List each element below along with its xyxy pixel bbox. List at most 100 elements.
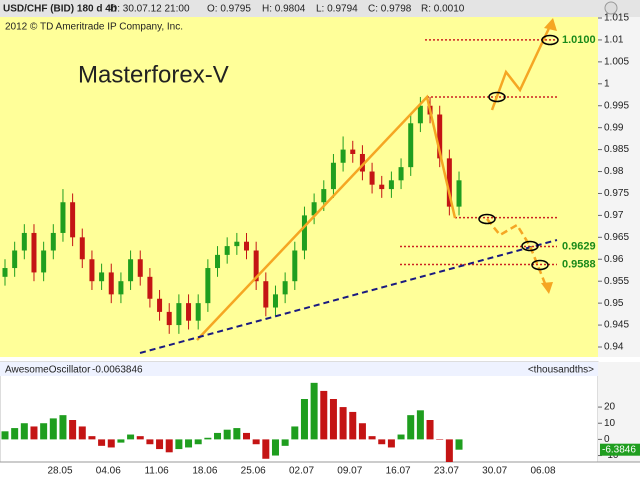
candle-body	[408, 123, 414, 168]
oscillator-bar	[59, 415, 67, 440]
y-tick-label: 0.985	[604, 144, 629, 155]
oscillator-bar	[98, 439, 106, 446]
y-tick-label: 0.97	[604, 210, 624, 221]
forecast-down	[486, 218, 548, 287]
oscillator-bar	[300, 399, 308, 440]
candle-body	[272, 294, 278, 308]
x-tick-label: 04.06	[96, 466, 121, 477]
candle-body	[340, 149, 346, 163]
candle-body	[224, 246, 230, 255]
current-value-label: -6.3846	[602, 444, 636, 455]
candle-body	[60, 202, 66, 233]
oscillator-header	[0, 362, 598, 376]
forecast-up	[490, 25, 552, 111]
oscillator-bar	[40, 423, 48, 440]
oscillator-bar	[378, 439, 386, 445]
date: D: 30.07.12 21:00	[110, 4, 190, 15]
oscillator-bar	[271, 439, 279, 456]
header-bar	[0, 0, 640, 17]
oscillator-bar	[20, 423, 28, 440]
candle-body	[195, 303, 201, 321]
arrow-head	[544, 18, 557, 31]
marker	[521, 240, 539, 252]
y-tick-label: 0.96	[604, 254, 624, 265]
candle-body	[137, 259, 143, 277]
candle-body	[41, 250, 47, 273]
candle-body	[359, 153, 365, 172]
y-tick-label: 0.98	[604, 166, 624, 177]
arrow-head	[541, 282, 553, 294]
candle-body	[330, 162, 336, 190]
candle-body	[186, 303, 192, 321]
marks: 28.05 04.06 11.06 18.06 25.06 02.07 09.07 16.07…	[1, 13, 640, 477]
oscillator-bar	[165, 439, 173, 453]
x-tick-label: 16.07	[386, 466, 411, 477]
candle-body	[99, 272, 105, 282]
oscillator-bar	[416, 410, 424, 440]
oscillator-name[interactable]: AwesomeOscillator	[5, 365, 91, 376]
candle-body	[21, 232, 27, 251]
oscillator-bar	[194, 439, 202, 445]
oscillator-bar	[262, 439, 270, 459]
candle-body	[205, 268, 211, 304]
trend-line	[196, 94, 457, 341]
price-axis	[598, 17, 640, 357]
candle-body	[128, 259, 134, 282]
oscillator-bar	[455, 439, 463, 450]
candle-body	[89, 259, 95, 282]
oscillator-bar	[11, 428, 19, 440]
oscillator-bar	[117, 439, 125, 443]
oscillator-bar	[387, 439, 395, 448]
x-tick-label: 11.06	[144, 466, 169, 477]
oscillator-bar	[233, 428, 241, 440]
candle-body	[282, 281, 288, 295]
candle-body	[311, 202, 317, 216]
y-tick-label: 1.005	[604, 57, 629, 68]
close: C: 0.9798	[368, 4, 412, 15]
support-line	[139, 239, 558, 354]
oscillator-bar	[407, 415, 415, 440]
x-tick-label: 02.07	[289, 466, 314, 477]
currency-icon[interactable]	[604, 1, 618, 15]
oscillator-bar	[49, 418, 57, 440]
candle-body	[301, 215, 307, 251]
marker	[541, 34, 559, 46]
candle-body	[166, 311, 172, 326]
oscillator-bar	[204, 437, 212, 440]
candle-body	[446, 158, 452, 207]
oscillator-bar	[1, 431, 9, 440]
y-tick-label: 20	[604, 402, 616, 413]
oscillator-bar	[368, 436, 376, 440]
oscillator-bar	[136, 436, 144, 440]
candle-body	[176, 303, 182, 326]
open: O: 0.9795	[207, 4, 251, 15]
y-tick-label: 0.955	[604, 276, 629, 287]
candle-body	[398, 167, 404, 181]
candle-body	[70, 202, 76, 238]
y-tick-label: 0.99	[604, 122, 624, 133]
candle-body	[12, 250, 18, 269]
x-tick-label: 30.07	[482, 466, 507, 477]
candle-body	[417, 105, 423, 124]
oscillator-bar	[329, 399, 337, 440]
y-tick-label: 0.95	[604, 298, 624, 309]
oscillator-bar	[445, 439, 453, 462]
current-value-box	[600, 443, 640, 456]
oscillator-bar	[185, 439, 193, 448]
marker	[531, 259, 549, 271]
symbol[interactable]: USD/CHF (BID) 180 d 4h	[3, 4, 117, 15]
level-label: 0.9588	[562, 258, 596, 270]
oscillator-bar	[426, 420, 434, 440]
oscillator-bar	[281, 439, 289, 446]
level-label: 1.0100	[562, 34, 596, 46]
candle-body	[50, 232, 56, 251]
copyright: 2012 © TD Ameritrade IP Company, Inc.	[5, 22, 183, 33]
candle-body	[234, 241, 240, 247]
candle-body	[2, 268, 8, 277]
marker	[478, 213, 496, 225]
candle-body	[369, 171, 375, 185]
candle-body	[31, 232, 37, 273]
oscillator-bar	[146, 439, 154, 445]
oscillator-bar	[243, 432, 250, 440]
